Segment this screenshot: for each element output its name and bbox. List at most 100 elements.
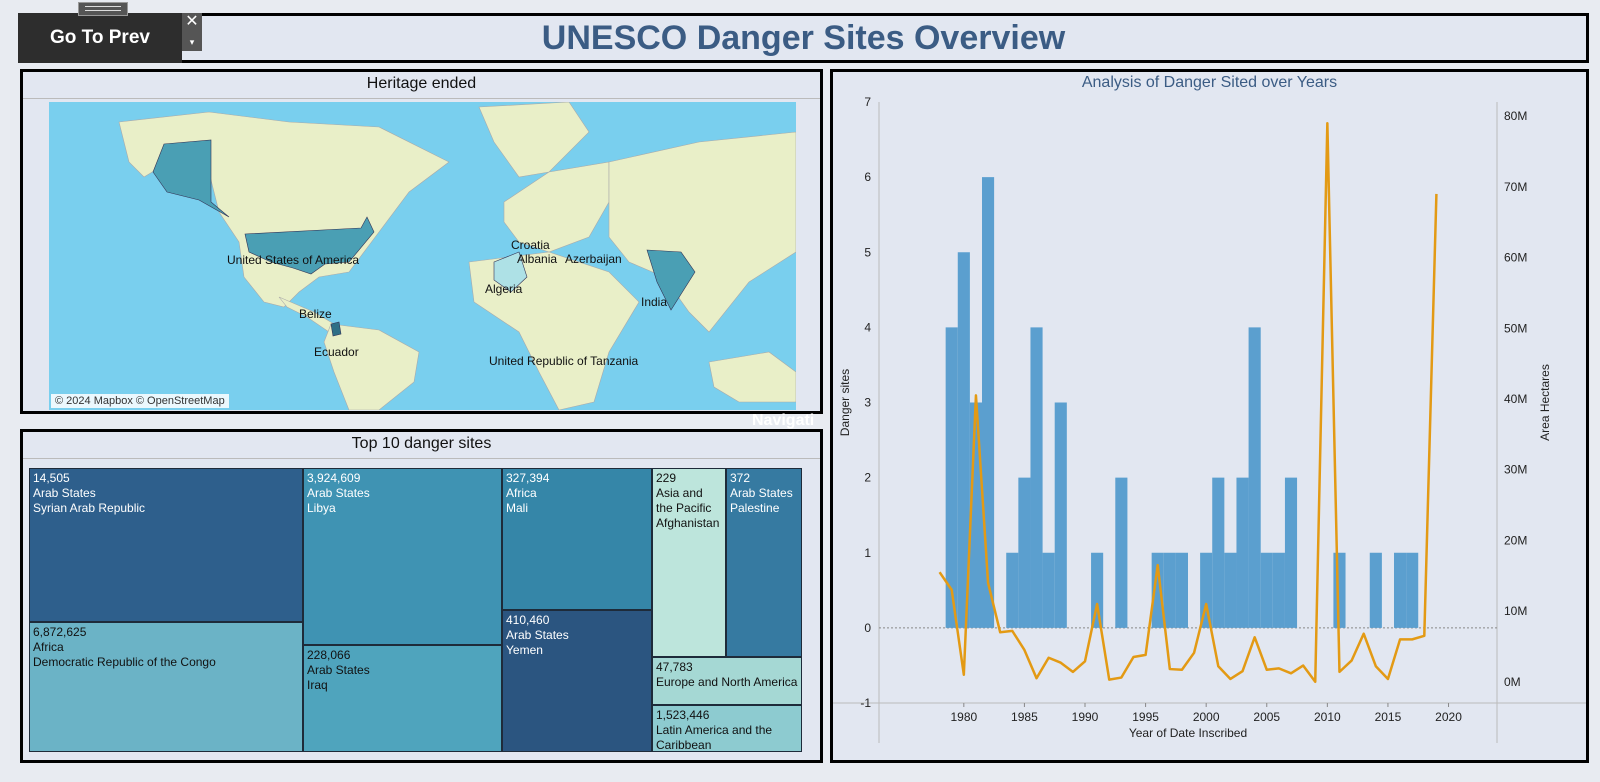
cell-region: Africa	[506, 486, 537, 500]
land-greenland	[478, 102, 590, 178]
cell-value: 1,523,446	[656, 708, 710, 722]
bar	[1091, 552, 1104, 628]
chevron-down-icon[interactable]: ▾	[189, 37, 195, 47]
map-svg	[118, 102, 796, 410]
bar	[1284, 477, 1298, 628]
treemap-cell-libya[interactable]: 3,924,609 Arab States Libya	[303, 468, 502, 645]
treemap-cell-afghanistan[interactable]: 229 Asia and the Pacific Afghanistan	[652, 468, 726, 657]
y2-axis-label: Area Hectares	[1538, 364, 1552, 441]
cell-value: 6,872,625	[33, 625, 87, 639]
map-label-ecuador: Ecuador	[314, 345, 359, 359]
x-tick-label: 1980	[950, 710, 977, 724]
map-title: Heritage ended	[23, 72, 820, 99]
cell-region: Arab States	[307, 663, 370, 677]
x-tick-label: 2005	[1253, 710, 1280, 724]
land-australia	[708, 351, 796, 403]
y-tick-label: 0	[864, 621, 871, 635]
bar	[1369, 552, 1382, 628]
treemap-cell-palestine[interactable]: 372 Arab States Palestine	[726, 468, 802, 657]
cell-value: 327,394	[506, 471, 550, 485]
cell-country: Iraq	[307, 678, 328, 692]
bar	[1224, 552, 1237, 628]
treemap-cell-syria[interactable]: 14,505 Arab States Syrian Arab Republic	[29, 468, 303, 622]
cell-country: Yemen	[506, 643, 543, 657]
bar	[1260, 552, 1273, 628]
bar	[1175, 552, 1188, 628]
treemap: 14,505 Arab States Syrian Arab Republic …	[29, 468, 815, 758]
map-attribution[interactable]: © 2024 Mapbox © OpenStreetMap	[51, 394, 229, 408]
treemap-title: Top 10 danger sites	[23, 432, 820, 459]
bar	[1042, 552, 1055, 628]
treemap-cell-europe[interactable]: 47,783 Europe and North America	[652, 657, 802, 705]
land-south-america	[323, 323, 420, 410]
bar	[1030, 327, 1043, 628]
map-label-croatia: Croatia	[511, 238, 550, 252]
cell-region: Arab States	[506, 628, 569, 642]
bar	[1163, 552, 1176, 628]
y-axis-label: Danger sites	[838, 369, 852, 436]
cell-region: Arab States	[307, 486, 370, 500]
bar	[957, 252, 970, 628]
land-asia	[608, 131, 796, 333]
land-europe	[503, 161, 610, 253]
bar	[982, 177, 995, 628]
treemap-cell-drc[interactable]: 6,872,625 Africa Democratic Republic of …	[29, 622, 303, 752]
bar	[1151, 552, 1164, 628]
danger-sites-chart[interactable]: -1012345670M10M20M30M40M50M60M70M80M1980…	[833, 72, 1586, 760]
y-tick-label: 5	[864, 245, 871, 259]
x-tick-label: 2000	[1193, 710, 1220, 724]
go-to-prev-button[interactable]: Go To Prev	[18, 13, 182, 63]
button-options: ✕ ▾	[182, 13, 202, 51]
bar	[1115, 477, 1128, 628]
y-tick-label: 3	[864, 396, 871, 410]
drag-handle[interactable]	[78, 2, 128, 16]
x-tick-label: 1985	[1011, 710, 1038, 724]
treemap-cell-mali[interactable]: 327,394 Africa Mali	[502, 468, 652, 610]
map-label-usa: United States of America	[227, 253, 360, 267]
y-tick-label: -1	[860, 696, 871, 710]
y2-tick-label: 20M	[1504, 533, 1527, 547]
close-icon[interactable]: ✕	[185, 13, 199, 30]
chart-title: Analysis of Danger Sited over Years	[1081, 74, 1338, 91]
x-tick-label: 1990	[1072, 710, 1099, 724]
x-axis-label: Year of Date Inscribed	[1129, 726, 1247, 740]
y2-tick-label: 40M	[1504, 392, 1527, 406]
map-label-albania: Albania	[517, 252, 558, 266]
cell-value: 410,460	[506, 613, 550, 627]
treemap-cell-latin-america[interactable]: 1,523,446 Latin America and the Caribbea…	[652, 705, 802, 752]
world-map[interactable]: United States of America Belize Ecuador …	[49, 102, 796, 410]
cell-country: Mali	[506, 501, 529, 515]
x-tick-label: 2020	[1435, 710, 1462, 724]
title-bar: UNESCO Danger Sites Overview	[18, 13, 1589, 63]
y2-tick-label: 70M	[1504, 180, 1527, 194]
y-tick-label: 1	[864, 546, 871, 560]
treemap-cell-iraq[interactable]: 228,066 Arab States Iraq	[303, 645, 502, 752]
map-panel: Heritage ended United States of Amer	[20, 69, 823, 414]
bar	[1394, 552, 1407, 628]
map-label-algeria: Algeria	[485, 282, 523, 296]
bar	[1406, 552, 1419, 628]
navigation-overlay-text: Navigati	[752, 412, 815, 429]
y-tick-label: 4	[864, 320, 871, 334]
region-algeria	[493, 251, 528, 293]
area-hectares-line	[938, 121, 1438, 684]
bar	[1236, 477, 1249, 628]
region-india	[646, 249, 696, 311]
page-title: UNESCO Danger Sites Overview	[541, 19, 1066, 57]
cell-region: Africa	[33, 640, 64, 654]
cell-country: Palestine	[730, 501, 780, 515]
map-label-india: India	[641, 295, 668, 309]
map-label-belize: Belize	[299, 307, 332, 321]
y2-tick-label: 50M	[1504, 321, 1527, 335]
y2-tick-label: 80M	[1504, 109, 1527, 123]
treemap-cell-yemen[interactable]: 410,460 Arab States Yemen	[502, 610, 652, 752]
y-tick-label: 6	[864, 170, 871, 184]
cell-region: Arab States	[730, 486, 793, 500]
cell-value: 229	[656, 471, 677, 485]
bar	[1006, 552, 1019, 628]
bar	[945, 327, 958, 628]
bar	[1200, 552, 1213, 628]
cell-value: 14,505	[33, 471, 70, 485]
cell-country: Syrian Arab Republic	[33, 501, 146, 515]
map-label-azerbaijan: Azerbaijan	[565, 252, 622, 266]
